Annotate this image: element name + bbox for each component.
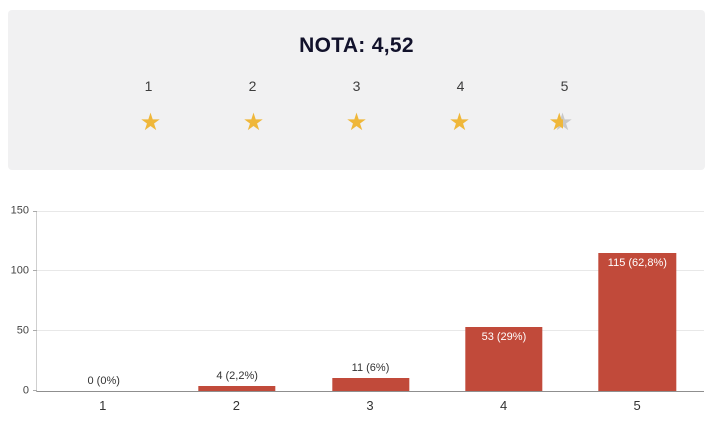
bar	[198, 386, 276, 391]
scale-number: 2	[248, 78, 257, 94]
scale-number: 5	[560, 78, 569, 94]
scale-number: 3	[352, 78, 361, 94]
bar-group-2: 4 (2,2%)	[170, 212, 303, 391]
bar-group-5: 115 (62,8%)	[571, 212, 704, 391]
rating-stars: ★ ★ ★ ★ ★ ★	[137, 110, 577, 136]
bar-value-label: 11 (6%)	[351, 362, 390, 374]
bar-value-label: 0 (0%)	[87, 375, 120, 387]
bar	[598, 253, 677, 391]
gridline	[37, 330, 704, 331]
star-icon-filled: ★	[139, 109, 162, 136]
y-axis-tick-label: 100	[10, 264, 29, 277]
x-axis-category-label: 1	[99, 398, 107, 413]
bar-value-label: 53 (29%)	[481, 331, 527, 343]
y-axis-tick-label: 50	[16, 324, 29, 337]
bar-group-3: 11 (6%)	[304, 212, 437, 391]
bar-value-label: 115 (62,8%)	[607, 257, 667, 269]
bar	[465, 327, 543, 391]
y-axis-tick	[33, 211, 37, 212]
x-axis-category-label: 2	[232, 398, 240, 413]
scale-number: 1	[144, 78, 153, 94]
x-axis-category-label: 3	[366, 398, 374, 413]
star-icon-filled: ★	[345, 109, 368, 136]
x-axis-category-label: 5	[633, 398, 641, 413]
y-axis-tick-label: 0	[22, 384, 29, 397]
bar-value-label: 4 (2,2%)	[216, 370, 258, 382]
plot-area: 0 50 100 150 0 (0%) 4 (2,2%) 11 (6%) 53 (29%) 11…	[11, 205, 704, 396]
bar-group-4: 53 (29%)	[437, 212, 570, 391]
bars-container: 0 (0%) 4 (2,2%) 11 (6%) 53 (29%) 115 (62,8%)	[37, 212, 704, 391]
bar-group-1: 0 (0%)	[37, 212, 170, 391]
star-icon-filled: ★	[448, 109, 471, 136]
y-axis-tick-label: 150	[10, 204, 29, 217]
chart-wrap: 0 50 100 150 0 (0%) 4 (2,2%) 11 (6%) 53 (29%) 11…	[11, 205, 704, 396]
gridline	[37, 211, 704, 212]
y-axis-tick	[33, 390, 37, 391]
rating-scale-numbers: 1 2 3 4 5	[137, 78, 577, 94]
x-axis-category-label: 4	[499, 398, 508, 413]
y-axis-tick	[33, 330, 37, 331]
scale-number: 4	[456, 78, 465, 94]
gridline	[37, 270, 704, 271]
rating-title: NOTA: 4,52	[299, 34, 414, 57]
x-axis: 1 2 3 4 5	[36, 392, 704, 413]
y-axis-tick	[33, 270, 37, 271]
ratings-bar-chart: 0 50 100 150 0 (0%) 4 (2,2%) 11 (6%) 53 (29%) 11…	[8, 205, 705, 413]
bar	[331, 378, 410, 391]
star-icon-partial: ★ ★	[548, 109, 574, 136]
star-icon-filled: ★	[242, 109, 265, 136]
